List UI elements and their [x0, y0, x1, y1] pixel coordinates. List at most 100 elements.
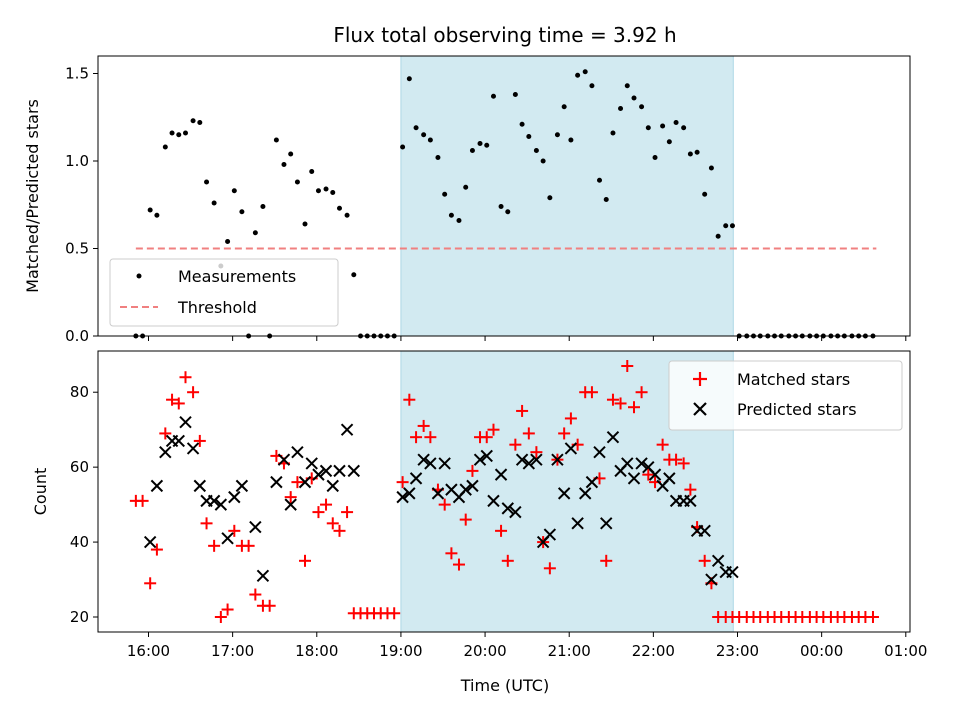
- predicted-stars-point: [606, 430, 620, 444]
- predicted-stars-point: [578, 487, 592, 500]
- measurement-point: [729, 223, 735, 229]
- measurement-point: [687, 151, 693, 157]
- observing-span-top: [400, 55, 734, 337]
- measurement-point: [723, 223, 729, 229]
- matched-stars-point: [326, 517, 339, 530]
- predicted-stars-point: [431, 487, 445, 500]
- measurement-point: [330, 190, 336, 195]
- x-tick-label: 19:00: [379, 642, 422, 660]
- predicted-stars-point: [159, 445, 172, 459]
- matched-stars-point: [670, 453, 683, 466]
- predicted-stars-point: [333, 464, 346, 478]
- legend-predicted-label: Predicted stars: [737, 400, 857, 419]
- matched-stars-point: [438, 498, 451, 511]
- count-y-ticks: 20 40 60 80: [70, 383, 98, 626]
- measurement-point: [645, 125, 651, 131]
- predicted-stars-point: [487, 494, 500, 508]
- measurement-point: [477, 141, 483, 146]
- matched-stars-point: [242, 539, 255, 552]
- x-tick-label: 20:00: [463, 642, 506, 660]
- measurement-point: [490, 93, 496, 99]
- predicted-stars-point: [235, 479, 249, 493]
- matched-stars-point: [487, 423, 500, 436]
- matched-stars-point: [558, 427, 571, 440]
- ratio-axes-frame: [97, 55, 911, 337]
- matched-stars-point: [495, 524, 508, 537]
- predicted-stars-point: [396, 490, 409, 504]
- predicted-stars-point: [466, 479, 479, 493]
- predicted-stars-point: [501, 502, 514, 515]
- predicted-stars-point: [347, 464, 361, 478]
- predicted-stars-point: [726, 565, 739, 579]
- measurement-point: [463, 184, 469, 190]
- predicted-stars-point: [193, 479, 207, 493]
- predicted-stars-point: [228, 490, 241, 504]
- ratio-y-ticks: 0.0 0.5 1.0 1.5: [65, 65, 98, 345]
- measurement-point: [252, 230, 258, 236]
- predicted-stars-point: [312, 468, 325, 481]
- matched-stars-point: [263, 599, 276, 612]
- predicted-stars-point: [564, 442, 578, 455]
- predicted-stars-point: [417, 453, 430, 466]
- predicted-stars-point: [424, 457, 437, 470]
- predicted-stars-point: [509, 505, 522, 519]
- measurement-point: [344, 212, 350, 218]
- measurement-point: [715, 233, 721, 239]
- measurement-point: [618, 106, 624, 111]
- measurement-point: [288, 151, 294, 157]
- matched-stars-point: [284, 491, 297, 504]
- measurement-point: [561, 104, 567, 110]
- predicted-stars-point: [291, 445, 304, 459]
- predicted-stars-point: [284, 498, 297, 511]
- predicted-stars-point: [186, 442, 200, 455]
- count-x-ticks: 16:00 17:00 18:00 19:00 20:00 21:00 22:00 23:00…: [127, 632, 927, 660]
- predicted-stars-point: [480, 449, 493, 463]
- matched-stars-point: [614, 397, 627, 410]
- ratio-legend-box: [109, 258, 339, 327]
- measurement-point: [406, 76, 412, 82]
- matched-stars-point: [228, 524, 241, 537]
- matched-stars-point: [249, 588, 262, 601]
- measurement-point: [694, 149, 700, 155]
- measurement-point: [554, 132, 560, 138]
- matched-stars-point: [516, 404, 529, 417]
- matched-stars-point: [509, 438, 522, 451]
- measurement-point: [197, 120, 203, 125]
- measurement-point: [239, 209, 245, 215]
- measurement-point: [231, 188, 237, 194]
- x-axis-label: Time (UTC): [460, 676, 549, 695]
- measurement-point: [309, 169, 315, 174]
- predicted-stars-point: [494, 468, 508, 481]
- predicted-stars-point: [403, 487, 416, 500]
- measurement-point: [589, 83, 595, 89]
- matched-stars-point: [341, 506, 354, 519]
- ratio-y-axis-label: Matched/Predicted stars: [23, 99, 42, 293]
- measurement-point: [169, 130, 175, 136]
- measurement-point: [469, 148, 475, 153]
- predicted-stars-point: [221, 532, 234, 545]
- ratio-x-ticks: [147, 336, 907, 341]
- measurement-point: [533, 148, 539, 153]
- measurement-point: [568, 137, 574, 143]
- measurement-point: [176, 132, 182, 138]
- predicted-stars-point: [557, 487, 571, 500]
- count-legend-box: [668, 360, 903, 431]
- measurement-point: [190, 118, 196, 124]
- y-tick-label: 80: [70, 383, 89, 401]
- matched-stars-point: [396, 476, 409, 489]
- predicted-stars-point: [543, 528, 557, 541]
- matched-stars-point: [656, 438, 669, 451]
- measurement-point: [400, 144, 406, 150]
- measurement-point: [351, 272, 357, 278]
- matched-stars-point: [214, 611, 227, 624]
- predicted-stars-point: [663, 472, 676, 485]
- x-tick-label: 16:00: [127, 642, 170, 660]
- measurement-point: [702, 191, 708, 197]
- measurement-point: [315, 188, 321, 194]
- count-legend: Matched stars Predicted stars: [668, 360, 903, 431]
- measurement-point: [281, 162, 287, 167]
- measurement-point: [154, 212, 160, 218]
- predicted-stars-point: [621, 457, 634, 470]
- measurement-point: [547, 195, 553, 201]
